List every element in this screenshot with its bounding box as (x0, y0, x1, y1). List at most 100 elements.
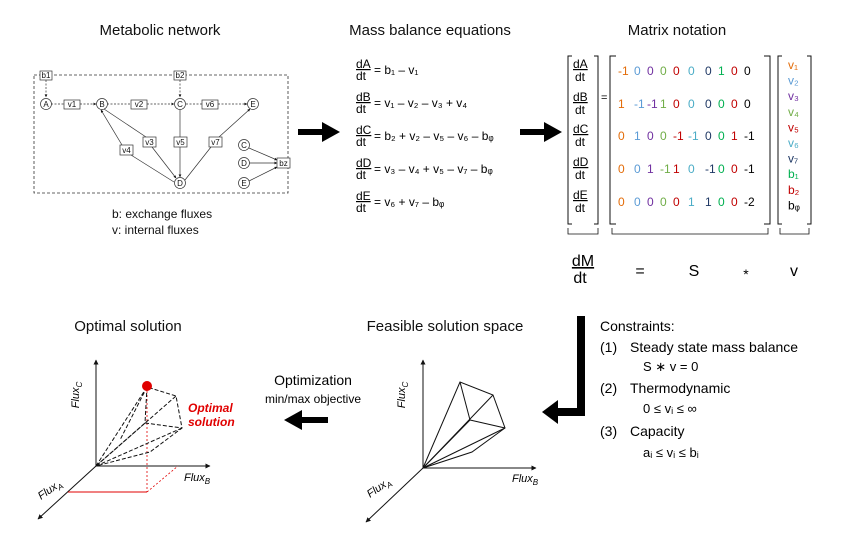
matrix-cell: 0 (634, 64, 641, 78)
matrix-cell: -1 (688, 129, 699, 143)
matrix-lhs-num: dB (573, 90, 588, 104)
optimization-label: Optimization (274, 372, 352, 388)
optimal-axis-z: FluxA (36, 478, 65, 504)
matrix-lhs-den: dt (575, 103, 586, 117)
matrix-cell: -1 (618, 64, 629, 78)
equation-rhs: = v₁ – v₂ – v₃ + v₄ (374, 96, 467, 110)
node-c (174, 98, 186, 110)
constraint-1-label: Steady state mass balance (630, 339, 798, 355)
matrix-cell: 0 (705, 97, 712, 111)
matrix-cell: -1 (634, 97, 645, 111)
v-label: v (790, 263, 798, 280)
equation-rhs: = v₃ – v₄ + v₅ – v₇ – bᵩ (374, 162, 493, 176)
equation-numerator: dC (356, 123, 372, 137)
matrix-cell: 0 (744, 97, 751, 111)
dt-label: dt (573, 270, 587, 287)
matrix-cell: 1 (731, 129, 738, 143)
vector-entry: v₂ (788, 74, 799, 88)
matrix-cell: 1 (705, 195, 712, 209)
matrix-cell: 0 (618, 129, 625, 143)
times-label: * (743, 266, 749, 282)
matrix-cell: 0 (660, 64, 667, 78)
equation-numerator: dA (356, 57, 371, 71)
vector-entry: v₆ (788, 136, 799, 150)
optimal-label-1: Optimal (188, 401, 233, 415)
flux-label-v7: v7 (211, 138, 220, 147)
optimization-sub: min/max objective (265, 392, 361, 406)
vector-entry: v₄ (788, 105, 799, 119)
svg-text:D: D (241, 159, 247, 168)
svg-text:E: E (241, 179, 246, 188)
constraint-3-formula: aᵢ ≤ vᵢ ≤ bᵢ (643, 445, 699, 460)
title-feasible: Feasible solution space (367, 318, 524, 335)
matrix-cell: 0 (705, 64, 712, 78)
vector-entry: v₃ (788, 89, 799, 103)
title-mass-balance: Mass balance equations (349, 22, 511, 39)
constraint-2-num: (2) (600, 380, 617, 396)
matrix-cell: -1 (647, 97, 658, 111)
equation-denominator: dt (356, 135, 367, 149)
optimization: Optimization min/max objective (265, 372, 361, 430)
matrix-cell: 0 (673, 97, 680, 111)
matrix-cell: 0 (618, 162, 625, 176)
matrix-cell: 0 (688, 97, 695, 111)
matrix-cell: 0 (688, 162, 695, 176)
matrix-cell: 1 (718, 64, 725, 78)
constraints-arrow (542, 316, 585, 424)
flux-label-v5: v5 (176, 138, 185, 147)
matrix-cell: 1 (660, 97, 667, 111)
node-d-outer (238, 157, 250, 169)
legend-internal: v: internal fluxes (112, 223, 199, 237)
matrix-cell: 1 (618, 97, 625, 111)
network-boundary (33, 74, 289, 194)
matrix-cell: 0 (744, 64, 751, 78)
matrix-lhs-num: dC (573, 122, 589, 136)
matrix-cell: 0 (660, 195, 667, 209)
matrix-cell: 0 (718, 195, 725, 209)
optimal-plot: Optimal solution FluxC FluxB FluxA (36, 359, 235, 520)
matrix-lhs-den: dt (575, 168, 586, 182)
equation-denominator: dt (356, 69, 367, 83)
feasible-axis-z: FluxA (365, 476, 394, 502)
matrix-cell: -1 (673, 129, 684, 143)
vector-entry: v₅ (788, 120, 799, 134)
flux-label-v2: v2 (135, 100, 144, 109)
matrix-cell: 0 (647, 64, 654, 78)
constraint-2-label: Thermodynamic (630, 380, 730, 396)
node-d (174, 177, 186, 189)
feasible-polytope (422, 381, 506, 469)
equation-denominator: dt (356, 102, 367, 116)
constraint-2-formula: 0 ≤ vᵢ ≤ ∞ (643, 401, 697, 416)
matrix-cell: 0 (731, 97, 738, 111)
node-a (40, 98, 52, 110)
optimal-axis-y: FluxC (70, 382, 84, 409)
matrix-cell: 0 (647, 129, 654, 143)
constraints: Constraints: (1) Steady state mass balan… (600, 318, 798, 460)
feasible-axis-y: FluxC (396, 382, 410, 409)
matrix-cell: 0 (731, 195, 738, 209)
vector-entry: b₁ (788, 167, 799, 181)
equation-rhs: = b₁ – v₁ (374, 63, 418, 77)
title-optimal: Optimal solution (74, 318, 182, 335)
matrix-cell: 1 (688, 195, 695, 209)
matrix-cell: 0 (618, 195, 625, 209)
equation-numerator: dB (356, 90, 371, 104)
optimal-axis-x: FluxB (184, 472, 211, 486)
svg-text:A: A (43, 100, 49, 109)
matrix-equals: = (601, 92, 607, 104)
constraint-3-num: (3) (600, 423, 617, 439)
flux-label-v4: v4 (122, 146, 131, 155)
flux-label-v1: v1 (68, 100, 77, 109)
equation-denominator: dt (356, 201, 367, 215)
s-label: S (689, 263, 700, 280)
node-e (247, 98, 259, 110)
vector-entry: v₁ (788, 58, 798, 72)
constraints-title: Constraints: (600, 318, 675, 334)
matrix-cell: 0 (647, 195, 654, 209)
matrix-cell: 0 (688, 64, 695, 78)
